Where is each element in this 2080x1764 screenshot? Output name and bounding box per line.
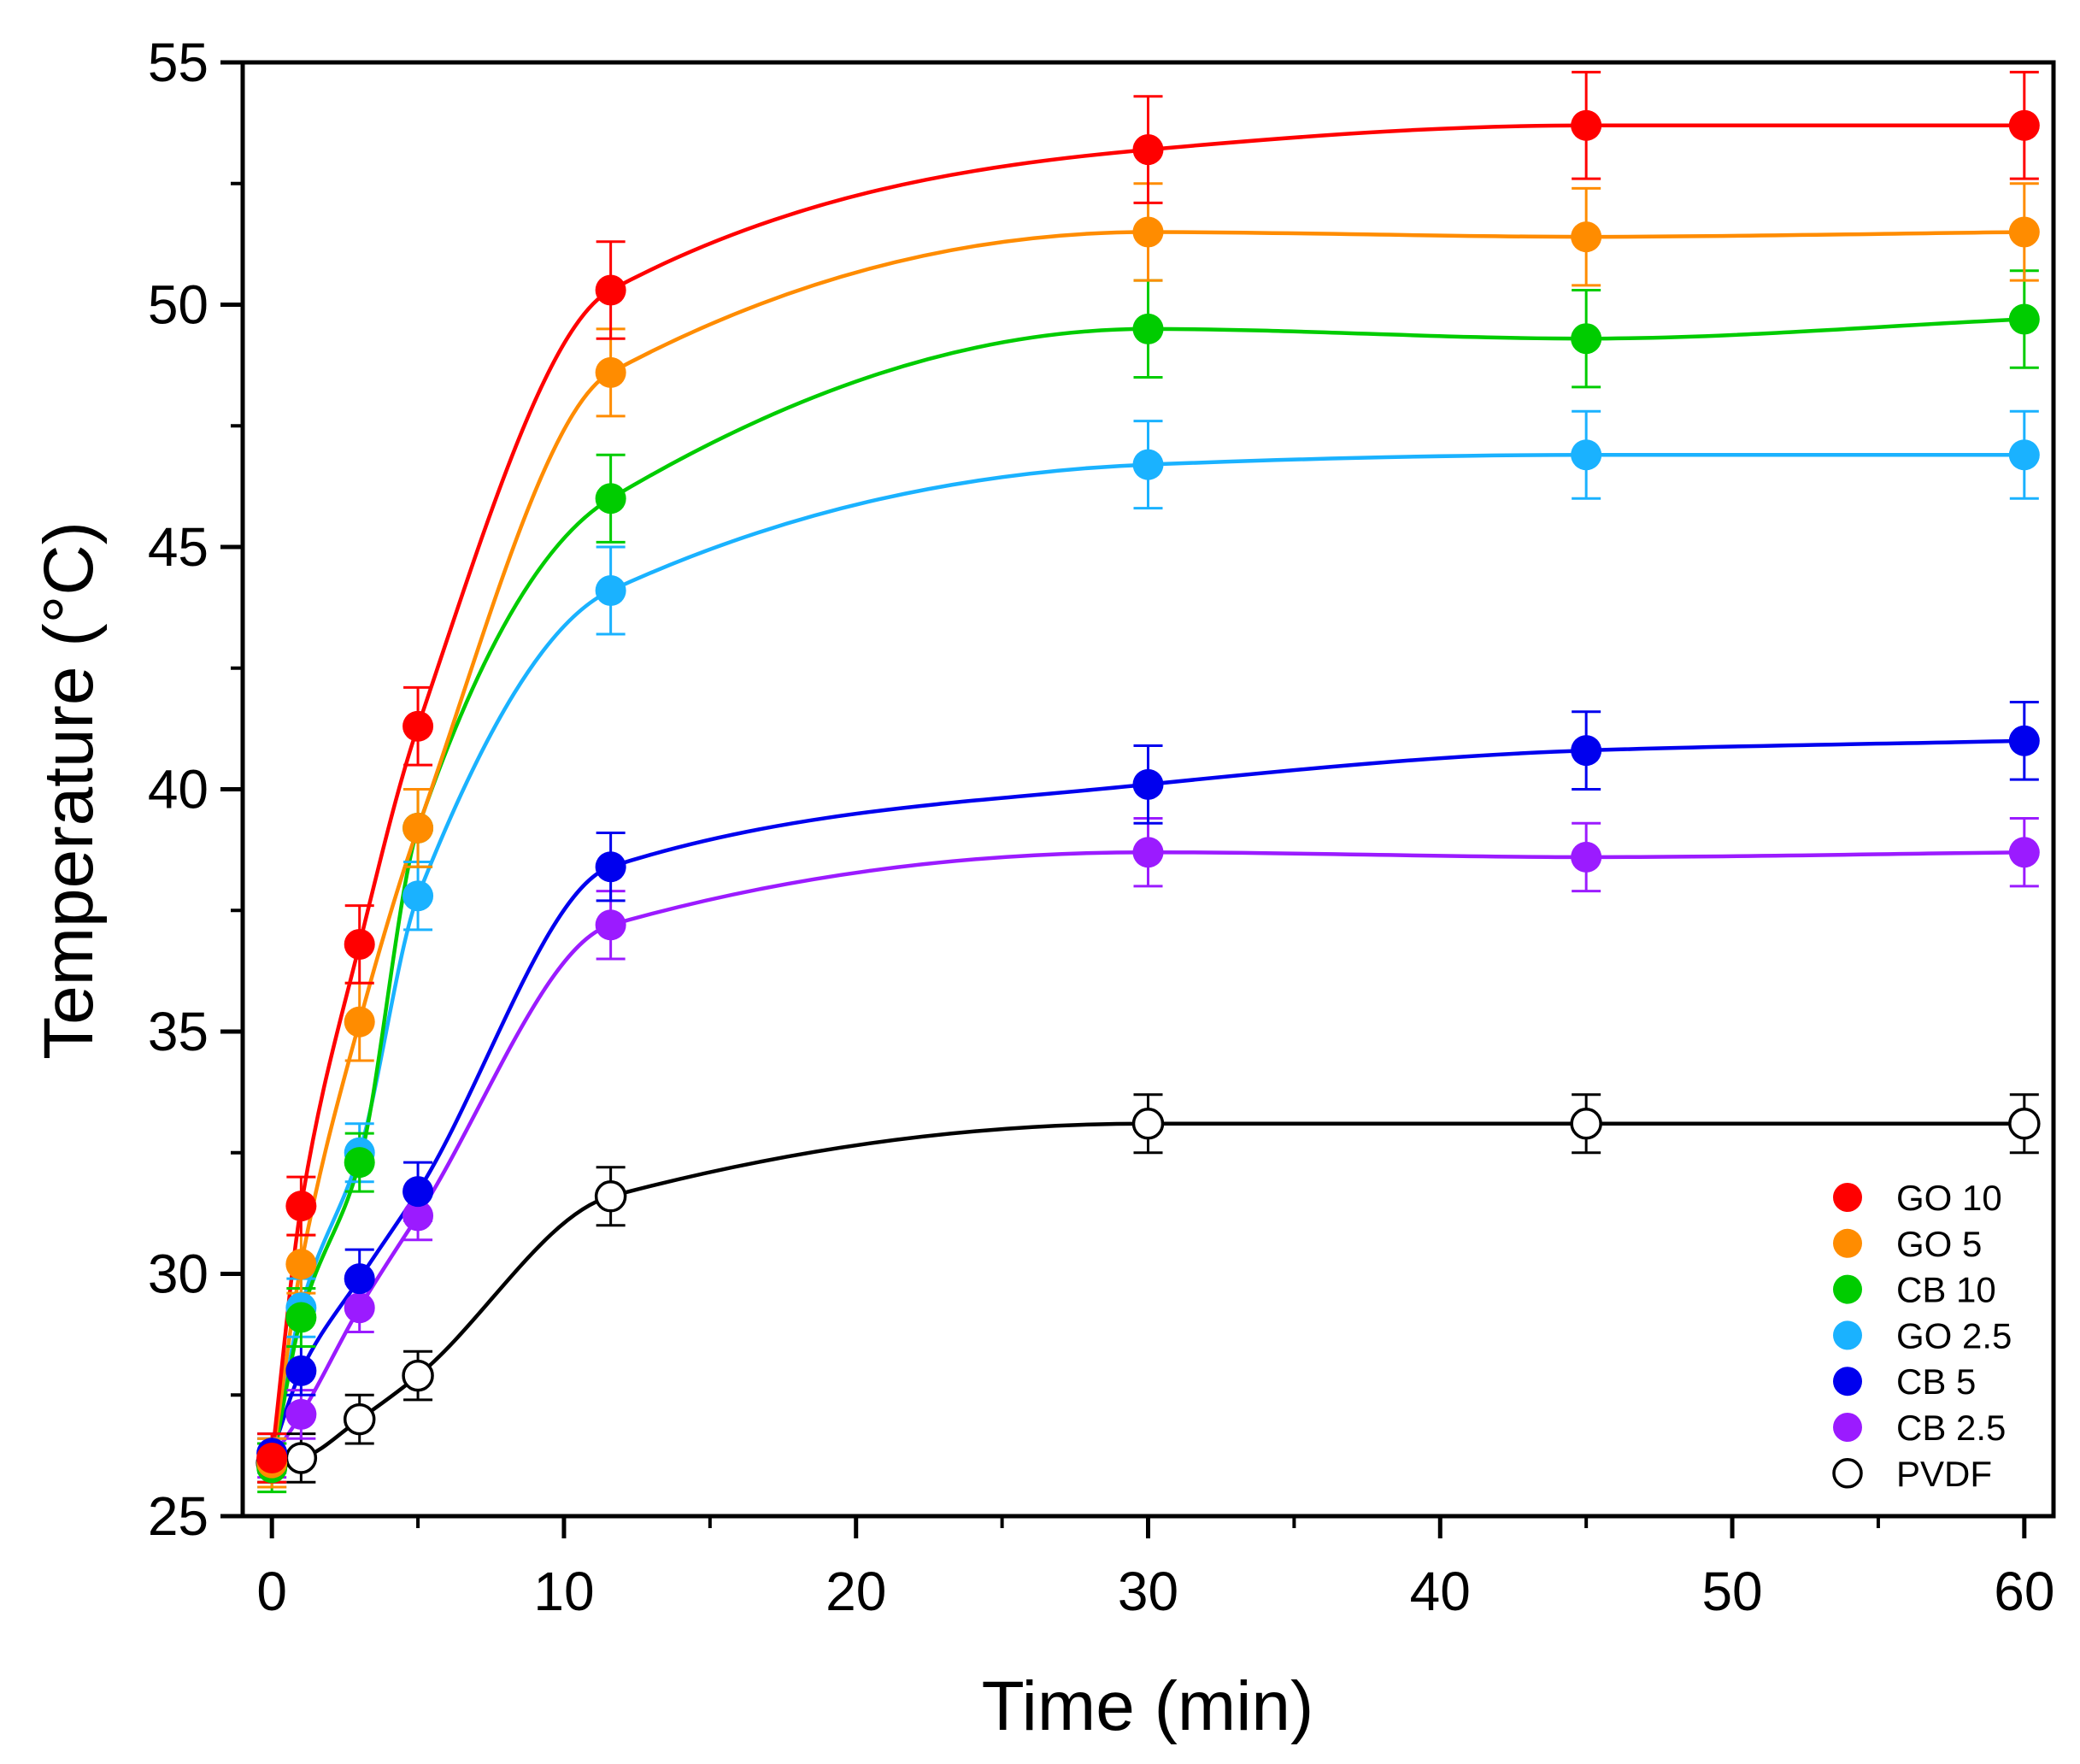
- point-go-2-5: [595, 575, 626, 607]
- point-cb-5: [595, 851, 626, 883]
- point-go-10: [344, 928, 375, 960]
- legend-label-go-10: GO 10: [1896, 1178, 2002, 1218]
- point-go-2-5: [1571, 439, 1602, 471]
- y-tick-label: 55: [148, 32, 209, 93]
- point-pvdf: [343, 1402, 376, 1436]
- y-tick-label: 40: [148, 759, 209, 820]
- legend-marker-go-5: [1833, 1228, 1862, 1258]
- point-pvdf: [285, 1442, 318, 1474]
- point-go-5: [285, 1249, 317, 1280]
- point-cb-10: [1132, 313, 1164, 344]
- point-go-5: [1571, 221, 1602, 253]
- legend-label-cb-10: CB 10: [1896, 1270, 1996, 1310]
- y-axis-label: Temperature (°C): [30, 521, 108, 1060]
- y-tick-label: 45: [148, 516, 209, 578]
- x-tick-label: 50: [1701, 1561, 1762, 1622]
- legend: GO 10 GO 5 CB 10 GO 2.5 CB 5 CB 2.5 PVDF: [1832, 1178, 2012, 1494]
- point-go-2-5: [1132, 449, 1164, 480]
- y-tick-label: 50: [148, 274, 209, 336]
- legend-label-go-5: GO 5: [1896, 1224, 1982, 1264]
- x-tick-label: 60: [1994, 1561, 2054, 1622]
- x-tick-label: 0: [256, 1561, 287, 1622]
- point-cb-5: [344, 1263, 375, 1295]
- point-go-10: [256, 1442, 288, 1473]
- point-cb-10: [1571, 323, 1602, 355]
- x-axis-label: Time (min): [982, 1667, 1314, 1745]
- x-tick-label: 40: [1410, 1561, 1471, 1622]
- point-pvdf: [1131, 1107, 1165, 1140]
- point-pvdf: [402, 1359, 434, 1392]
- point-pvdf: [2008, 1107, 2041, 1140]
- point-pvdf: [1570, 1107, 1602, 1140]
- x-tick-label: 10: [533, 1561, 594, 1622]
- point-go-5: [2008, 216, 2040, 248]
- point-cb-10: [285, 1302, 317, 1333]
- legend-marker-pvdf: [1832, 1458, 1863, 1489]
- point-go-10: [2008, 109, 2040, 141]
- legend-marker-go-2-5: [1833, 1320, 1862, 1350]
- x-tick-label: 20: [826, 1561, 886, 1622]
- legend-marker-cb-10: [1833, 1274, 1862, 1304]
- point-go-2-5: [2008, 439, 2040, 471]
- curve-go-10: [269, 123, 2024, 1459]
- legend-marker-go-10: [1833, 1183, 1862, 1212]
- legend-label-cb-5: CB 5: [1896, 1361, 1976, 1402]
- point-pvdf: [594, 1180, 627, 1213]
- point-cb-5: [1571, 735, 1602, 767]
- legend-marker-cb-5: [1833, 1367, 1862, 1396]
- point-go-2-5: [402, 880, 434, 912]
- point-go-5: [1132, 216, 1164, 248]
- data-markers: [256, 109, 2041, 1484]
- legend-label-cb-2-5: CB 2.5: [1896, 1408, 2006, 1448]
- point-go-10: [595, 274, 626, 306]
- point-cb-2-5: [595, 909, 626, 941]
- legend-label-pvdf: PVDF: [1896, 1454, 1992, 1494]
- point-cb-10: [2008, 303, 2040, 335]
- legend-marker-cb-2-5: [1833, 1413, 1862, 1442]
- point-go-10: [1571, 109, 1602, 141]
- y-tick-label: 30: [148, 1244, 209, 1305]
- point-cb-10: [595, 483, 626, 514]
- point-go-5: [595, 356, 626, 388]
- point-cb-5: [1132, 768, 1164, 800]
- ticks: 0 10 20 30 40 50 60 25 30 35 40 45 50 55: [148, 32, 2055, 1622]
- point-cb-2-5: [344, 1292, 375, 1324]
- point-cb-5: [402, 1176, 434, 1208]
- point-cb-5: [285, 1355, 317, 1386]
- point-cb-2-5: [1571, 841, 1602, 873]
- point-cb-10: [344, 1147, 375, 1179]
- y-tick-label: 35: [148, 1001, 209, 1062]
- curve-cb-2-5: [270, 850, 2024, 1460]
- point-go-5: [344, 1006, 375, 1038]
- x-tick-label: 30: [1118, 1561, 1178, 1622]
- point-cb-2-5: [2008, 837, 2040, 868]
- point-cb-2-5: [402, 1200, 434, 1232]
- point-go-10: [1132, 134, 1164, 166]
- point-cb-5: [2008, 725, 2040, 756]
- curve-pvdf: [271, 1121, 2024, 1465]
- point-cb-2-5: [1132, 837, 1164, 868]
- point-go-5: [402, 812, 434, 844]
- point-cb-2-5: [285, 1398, 317, 1430]
- point-go-10: [285, 1191, 317, 1222]
- y-tick-label: 25: [148, 1485, 209, 1547]
- legend-label-go-2-5: GO 2.5: [1896, 1315, 2012, 1355]
- point-go-10: [402, 710, 434, 742]
